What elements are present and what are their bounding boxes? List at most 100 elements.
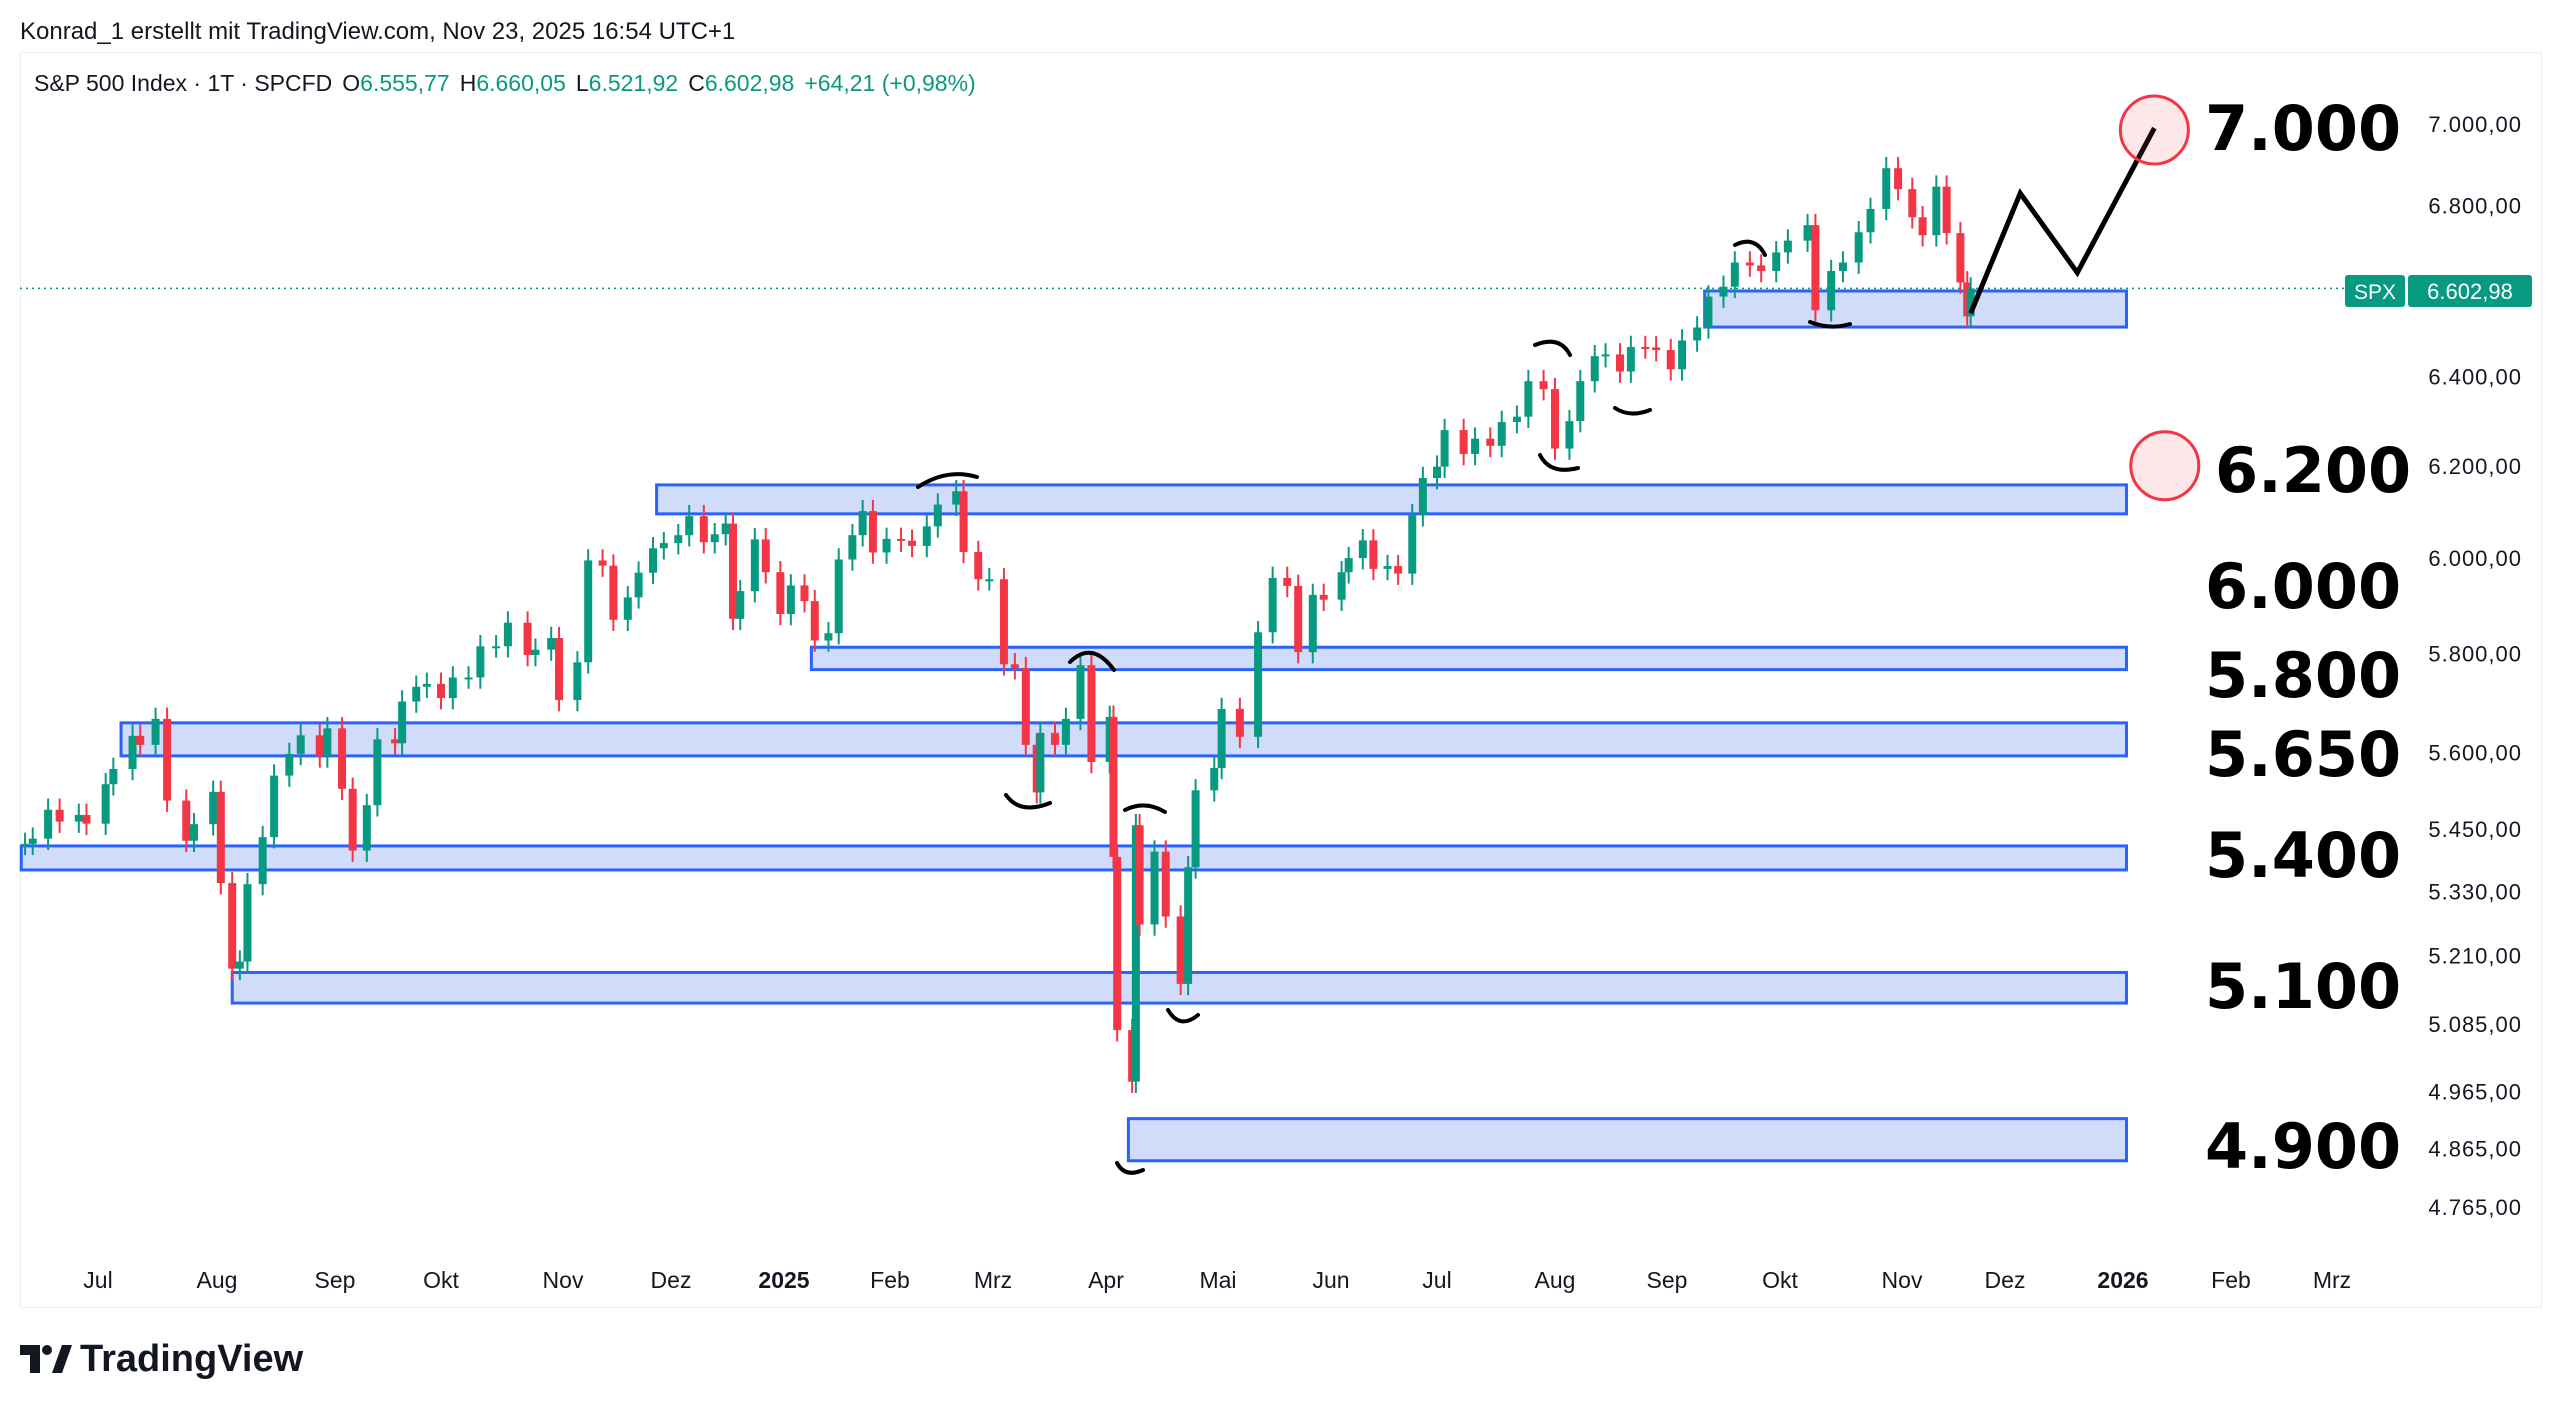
y-tick-label: 5.085,00 [2428, 1012, 2522, 1037]
support-zone[interactable] [655, 483, 2128, 516]
candle-body [323, 728, 332, 757]
support-zone[interactable] [809, 645, 2128, 672]
support-zone[interactable] [1703, 289, 2128, 329]
candle [228, 871, 237, 980]
candle-body [858, 511, 867, 536]
candle-body [1601, 354, 1610, 357]
candle [21, 832, 30, 856]
y-tick-label: 5.600,00 [2428, 740, 2522, 765]
candle-body [1021, 668, 1030, 745]
candle-body [848, 535, 857, 560]
candle-body [1576, 381, 1585, 422]
candle-body [1590, 356, 1599, 382]
candle-body [1036, 732, 1045, 793]
candle [391, 728, 400, 755]
level-label: 6.000 [2205, 550, 2401, 623]
time-axis[interactable]: Jul Aug Sep Okt Nov Dez 2025 Feb Mrz Apr Mai Jun Jul… [83, 1267, 2351, 1293]
candle-body [999, 579, 1008, 665]
y-tick-label: 5.210,00 [2428, 944, 2522, 969]
candle [1440, 418, 1449, 478]
support-zone[interactable] [119, 721, 2128, 758]
projection-path [1968, 126, 2157, 315]
candle [1176, 905, 1185, 996]
candle-body [1512, 416, 1521, 423]
candle [1908, 177, 1917, 229]
candle-body [584, 560, 593, 663]
candle-body [1440, 430, 1449, 467]
candle-body [82, 814, 91, 824]
candle-body [1693, 327, 1702, 341]
candle [1087, 653, 1096, 774]
price-badge-bg [2408, 275, 2532, 307]
candle [1652, 336, 1661, 362]
candle [1344, 546, 1353, 584]
target-circle [2129, 430, 2201, 502]
candle [1918, 206, 1927, 247]
candle [1942, 175, 1951, 245]
candle-body [1344, 558, 1353, 573]
support-zone[interactable] [1126, 1117, 2128, 1163]
x-tick-label: Mrz [2313, 1267, 2351, 1293]
candle-body [710, 534, 719, 543]
candle-body [235, 961, 244, 969]
candle-body [285, 753, 294, 776]
arc-mark [1123, 803, 1167, 814]
candle [959, 480, 968, 564]
candle [1184, 856, 1193, 996]
candle [1235, 697, 1244, 749]
candle-body [1704, 296, 1713, 328]
candle-body [1783, 240, 1792, 253]
candle-body [492, 646, 501, 649]
candle-body [985, 579, 994, 582]
support-zone[interactable] [19, 844, 2128, 872]
x-tick-label: Dez [1985, 1267, 2026, 1293]
candle [235, 950, 244, 980]
candle [151, 707, 160, 757]
candle [1966, 277, 1975, 328]
candle-body [362, 805, 371, 851]
candle [1811, 213, 1820, 322]
candle [810, 589, 819, 652]
candle [412, 675, 421, 713]
candle [1268, 566, 1277, 644]
candle [1932, 175, 1941, 247]
candle-body [28, 838, 37, 844]
candle-body [776, 572, 785, 615]
price-axis[interactable]: 7.000,00 6.800,00 6.400,00 6.200,00 6.000,00… [2428, 112, 2522, 1220]
change-value: +64,21 (+0,98%) [804, 70, 976, 96]
candle [182, 789, 191, 853]
candle [373, 728, 382, 817]
candle-body [573, 662, 582, 701]
candle-body [649, 548, 657, 573]
candle-body [1283, 577, 1292, 586]
candle [1319, 583, 1328, 611]
candle [1433, 455, 1441, 490]
candle-body [1135, 825, 1144, 925]
candle-body [959, 491, 968, 552]
candle-body [1394, 566, 1403, 574]
tradingview-logo[interactable]: TradingView [20, 1338, 303, 1381]
symbol-badge-bg [2345, 275, 2405, 307]
candle-body [437, 683, 445, 699]
candle-body [228, 883, 237, 969]
candle [1745, 251, 1754, 277]
candle [270, 764, 279, 849]
candle [736, 579, 745, 631]
candle-body [609, 565, 618, 620]
candle [258, 825, 267, 896]
candle-body [315, 735, 324, 757]
candle-body [1894, 168, 1903, 190]
candle [598, 549, 607, 577]
candle [101, 772, 110, 835]
close-label: C [688, 70, 705, 96]
arc-mark [916, 472, 979, 489]
x-tick-label: Aug [197, 1267, 238, 1293]
candle [908, 529, 917, 558]
candle [858, 499, 867, 547]
candle-body [1254, 632, 1263, 737]
candle [868, 499, 877, 564]
y-tick-label: 6.800,00 [2428, 194, 2522, 219]
candle [1678, 329, 1687, 381]
tradingview-logo-icon [20, 1344, 72, 1373]
